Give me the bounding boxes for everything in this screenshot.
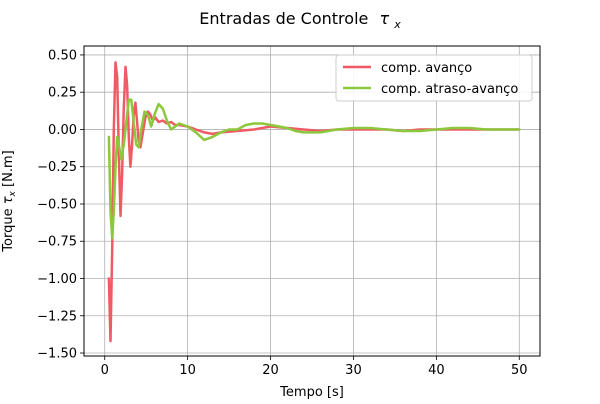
y-axis-label: Torque τx [N.m] bbox=[1, 150, 18, 252]
y-axis-label-subscript: x bbox=[8, 190, 18, 197]
axis-ticks: 0 10 20 30 40 50 −1.50 −1.25 −1.00 −0.75 −0.50 −0.2… bbox=[37, 48, 527, 378]
chart-title-text: Entradas de Controle bbox=[199, 9, 368, 28]
x-tick-label: 30 bbox=[345, 363, 362, 378]
x-tick-label: 10 bbox=[179, 363, 196, 378]
x-tick-label: 20 bbox=[262, 363, 279, 378]
legend-box bbox=[335, 54, 533, 102]
y-tick-label: −0.25 bbox=[37, 160, 77, 175]
legend-label-comp-avanco: comp. avanço bbox=[381, 61, 472, 76]
series-lines bbox=[107, 61, 521, 343]
y-tick-label: −1.00 bbox=[37, 272, 77, 287]
plot-frame bbox=[83, 45, 541, 357]
y-tick-label: 0.00 bbox=[48, 123, 77, 138]
y-tick-label: −0.75 bbox=[37, 235, 77, 250]
x-tick-label: 0 bbox=[101, 363, 109, 378]
legend-label-comp-atraso-avanco: comp. atraso-avanço bbox=[381, 82, 518, 97]
grid bbox=[84, 46, 540, 356]
y-tick-label: 0.50 bbox=[48, 48, 77, 63]
chart-title-subscript: x bbox=[393, 18, 401, 31]
series-line-comp-atraso-avanco bbox=[107, 98, 521, 240]
y-axis-label-suffix: [N.m] bbox=[1, 150, 16, 191]
y-tick-label: −0.50 bbox=[37, 197, 77, 212]
y-tick-label: 0.25 bbox=[48, 86, 77, 101]
x-axis-label: Tempo [s] bbox=[279, 385, 344, 400]
x-tick-label: 50 bbox=[511, 363, 528, 378]
series-line-comp-avanco bbox=[107, 61, 521, 343]
y-tick-label: −1.25 bbox=[37, 309, 77, 324]
legend: comp. avanço comp. atraso-avanço bbox=[335, 54, 533, 102]
chart-title: Entradas de Controle τ x bbox=[199, 9, 401, 31]
y-tick-label: −1.50 bbox=[37, 347, 77, 362]
chart-title-symbol: τ bbox=[379, 9, 389, 28]
x-tick-label: 40 bbox=[428, 363, 445, 378]
y-axis-label-symbol: τ bbox=[1, 196, 16, 204]
y-axis-label-prefix: Torque bbox=[1, 204, 16, 252]
